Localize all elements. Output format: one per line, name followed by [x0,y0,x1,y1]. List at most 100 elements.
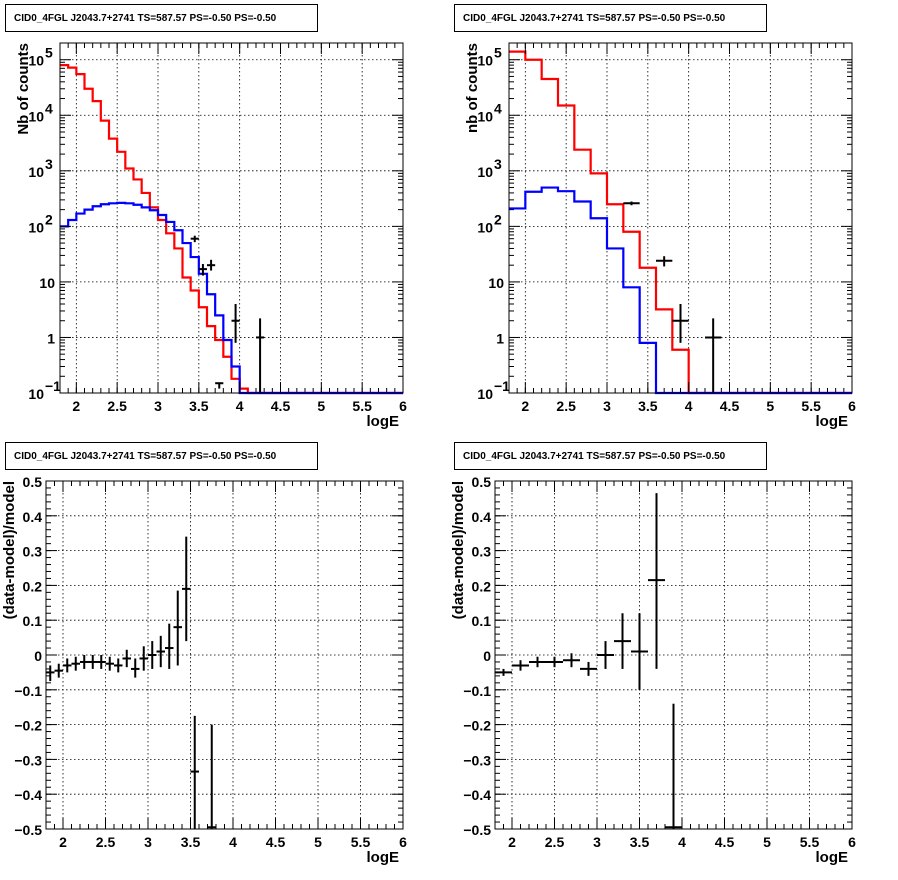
y-tick-label: 10 [28,219,44,235]
y-tick-label: 10 [477,219,493,235]
y-tick-label: 10 [477,108,493,124]
y-tick-label: 0.2 [472,578,492,594]
x-tick-label: 2.5 [545,834,565,850]
y-axis-title: nb of counts [464,43,481,133]
x-tick-label: 2 [508,834,516,850]
x-tick-label: 4 [685,398,693,414]
y-tick-label: 10 [39,275,55,291]
plot-panel-bottom-left: CID0_4FGL J2043.7+2741 TS=587.57 PS=-0.5… [0,438,449,875]
y-tick-label: 0 [34,648,42,664]
histogram-series-line [509,186,852,395]
y-tick-label: −0.2 [14,718,42,734]
y-tick-label: 0.4 [472,509,492,525]
data-point [597,641,614,669]
y-axis-title: (data-model)/model [1,481,18,619]
data-point [215,382,224,389]
y-tick-label: −0.4 [463,787,491,803]
y-tick-label: −0.3 [14,752,42,768]
x-tick-label: 2.5 [96,834,116,850]
y-tick-label: 0.2 [23,578,43,594]
data-point [97,655,106,669]
plot-title: CID0_4FGL J2043.7+2741 TS=587.57 PS=-0.5… [454,442,767,470]
x-tick-label: 4 [678,834,686,850]
data-point [580,661,597,676]
x-tick-label: 4.5 [266,834,286,850]
data-point [546,656,563,668]
plot-panel-top-left: CID0_4FGL J2043.7+2741 TS=587.57 PS=-0.5… [0,0,449,436]
plot-frame [59,42,404,394]
x-tick-label: 2 [72,398,80,414]
y-tick-label: 1 [496,330,504,346]
y-tick-exponent: 3 [494,156,502,172]
y-tick-label: 0 [483,648,491,664]
data-point [198,264,207,276]
data-point [529,656,546,668]
data-point [80,655,89,669]
plot-title: CID0_4FGL J2043.7+2741 TS=587.57 PS=-0.5… [5,442,318,470]
data-point [231,304,240,343]
x-tick-label: 4.5 [715,834,735,850]
x-axis-title: logE [816,849,849,866]
x-tick-label: 4 [236,398,244,414]
chart-svg: 2 2.5 3 3.5 4 4.5 5 5.5 6 −0.5 −0.4 −0.3 −0.2 −0.1 0 0.… [1,474,407,866]
y-tick-exponent: −1 [494,378,510,394]
y-tick-label: −0.3 [463,752,491,768]
data-point [665,703,682,829]
histogram-series-line [60,201,403,395]
y-tick-exponent: 5 [45,45,53,61]
y-axis-title: (data-model)/model [450,481,467,619]
x-tick-label: 6 [848,834,856,850]
x-tick-label: 5.5 [352,398,372,414]
data-point [705,318,722,393]
plot-frame [508,42,853,394]
x-tick-label: 3 [603,398,611,414]
data-point [105,656,114,671]
data-point [173,590,182,666]
x-tick-label: 5 [763,834,771,850]
data-point [631,613,648,690]
data-point [614,613,631,669]
x-tick-label: 4.5 [720,398,740,414]
x-tick-label: 5 [766,398,774,414]
y-tick-label: 0.3 [23,544,43,560]
x-tick-label: 5 [317,398,325,414]
x-tick-label: 6 [399,834,407,850]
data-point [165,623,174,669]
y-tick-label: 0.1 [472,613,492,629]
x-tick-label: 5 [314,834,322,850]
data-point [207,724,216,829]
data-point [114,658,123,673]
x-tick-label: 5.5 [801,398,821,414]
x-tick-label: 2 [521,398,529,414]
y-tick-exponent: 5 [494,45,502,61]
plot-frame [45,480,404,830]
x-tick-label: 2 [59,834,67,850]
y-tick-label: −0.1 [463,683,491,699]
x-tick-label: 4.5 [271,398,291,414]
y-tick-exponent: 4 [494,100,502,116]
data-point [256,318,265,393]
x-tick-label: 6 [848,398,856,414]
data-point [54,663,63,678]
y-tick-label: 0.5 [472,474,492,490]
data-point [512,660,529,671]
data-point [156,635,165,668]
data-point [563,653,580,668]
x-axis-title: logE [367,413,400,430]
y-tick-label: 10 [488,275,504,291]
x-tick-label: 3 [144,834,152,850]
y-axis-title: Nb of counts [15,43,32,135]
data-point [495,668,512,676]
x-tick-label: 3.5 [189,398,209,414]
y-tick-exponent: 3 [45,156,53,172]
y-tick-label: 10 [477,164,493,180]
y-tick-exponent: 4 [45,100,53,116]
data-point [122,649,131,668]
x-tick-label: 3 [154,398,162,414]
x-tick-label: 5.5 [800,834,820,850]
x-tick-label: 2.5 [556,398,576,414]
y-tick-label: 10 [477,53,493,69]
data-point [139,646,148,671]
plot-panel-bottom-right: CID0_4FGL J2043.7+2741 TS=587.57 PS=-0.5… [449,438,898,875]
chart-svg: 2 2.5 3 3.5 4 4.5 5 5.5 6 −0.5 −0.4 −0.3 −0.2 −0.1 0 0.… [450,474,856,866]
